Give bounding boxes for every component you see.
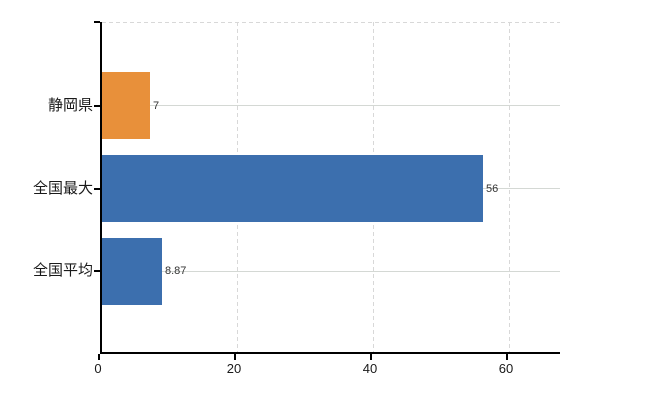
plot-top-border <box>102 22 560 23</box>
x-axis-tick <box>234 354 236 360</box>
bar-value-label: 8.87 <box>165 265 187 277</box>
bar-value-label: 7 <box>153 99 160 112</box>
y-axis-top-tick <box>94 21 100 23</box>
y-axis-tick <box>94 104 100 107</box>
y-axis-category-label: 全国平均 <box>32 262 93 279</box>
x-axis-tick <box>506 354 508 360</box>
bar-3 <box>102 238 162 305</box>
x-axis-tick-label: 40 <box>362 361 378 376</box>
y-axis-category-label: 全国最大 <box>32 179 93 197</box>
vertical-gridline <box>509 22 510 352</box>
category-gridline <box>102 270 560 272</box>
y-axis-tick <box>94 270 100 272</box>
x-axis-tick-label: 0 <box>94 361 102 376</box>
y-axis-category-label: 静岡県 <box>47 96 93 114</box>
bar-2 <box>102 155 483 222</box>
y-axis-tick <box>94 187 100 190</box>
x-axis-tick <box>98 354 100 360</box>
bar-value-label: 56 <box>486 182 499 195</box>
category-gridline <box>102 105 560 106</box>
x-axis-tick-label: 20 <box>226 361 242 376</box>
x-axis-tick <box>370 354 372 360</box>
x-axis-tick-label: 60 <box>498 361 514 376</box>
bar-1 <box>102 72 150 139</box>
plot-area: 7 56 8.87 <box>100 22 560 354</box>
